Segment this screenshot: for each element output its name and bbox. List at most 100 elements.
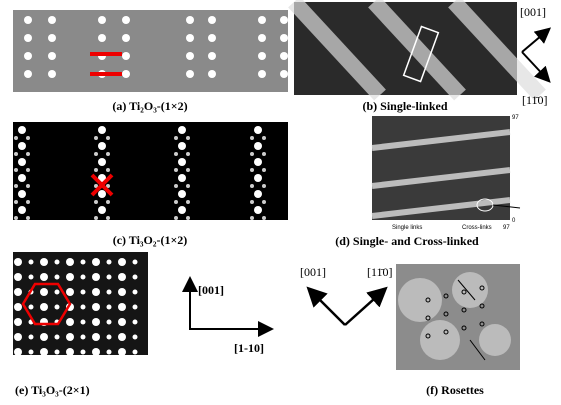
atom [133, 350, 138, 355]
atom [122, 70, 130, 78]
atom [66, 288, 74, 296]
annotation: Cross-links [462, 225, 492, 231]
atom [280, 70, 288, 78]
atom [29, 350, 34, 355]
atom [118, 288, 126, 296]
atom [18, 206, 26, 214]
image-c [13, 122, 288, 220]
atom [92, 258, 100, 266]
atom [107, 350, 112, 355]
atom [94, 216, 98, 220]
atom [262, 152, 266, 156]
atom [40, 288, 48, 296]
atom [81, 305, 86, 310]
direction-label: [11̄0] [367, 265, 393, 279]
atom [92, 348, 100, 356]
atom [118, 273, 126, 281]
atom [98, 142, 106, 150]
atom [133, 320, 138, 325]
atom [26, 168, 30, 172]
atom [178, 142, 186, 150]
atom [18, 174, 26, 182]
atom [186, 34, 194, 42]
atom [107, 305, 112, 310]
arrow [345, 290, 384, 325]
atom [40, 258, 48, 266]
atom [107, 260, 112, 265]
atom [250, 184, 254, 188]
arrow [310, 290, 345, 325]
atom [118, 333, 126, 341]
direction-label: [1-10] [234, 341, 264, 355]
atom [133, 275, 138, 280]
atom [254, 190, 262, 198]
atom [81, 290, 86, 295]
atom [14, 184, 18, 188]
atom [24, 34, 32, 42]
atom [420, 320, 460, 360]
atom [174, 184, 178, 188]
atom [174, 168, 178, 172]
atom [122, 16, 130, 24]
atom [258, 70, 266, 78]
atom [178, 206, 186, 214]
atom [250, 216, 254, 220]
atom [92, 303, 100, 311]
atom [250, 200, 254, 204]
annotation: Single links [392, 225, 422, 231]
arrow [522, 30, 548, 52]
atom [55, 260, 60, 265]
atom [107, 320, 112, 325]
atom [208, 34, 216, 42]
atom [186, 168, 190, 172]
atom [26, 216, 30, 220]
atom [254, 206, 262, 214]
atom [208, 70, 216, 78]
atom [92, 273, 100, 281]
atom [98, 34, 106, 42]
atom [81, 350, 86, 355]
atom [174, 216, 178, 220]
atom [186, 136, 190, 140]
atom [81, 320, 86, 325]
atom [14, 348, 22, 356]
atom [24, 16, 32, 24]
atom [29, 305, 34, 310]
atom [133, 335, 138, 340]
atom [18, 158, 26, 166]
atom [254, 174, 262, 182]
atom [479, 324, 511, 356]
atom [24, 70, 32, 78]
atom [280, 52, 288, 60]
atom [254, 142, 262, 150]
atom [66, 258, 74, 266]
atom [98, 16, 106, 24]
direction-label: [001] [300, 265, 326, 279]
atom [280, 16, 288, 24]
atom [107, 335, 112, 340]
atom [48, 16, 56, 24]
atom [106, 216, 110, 220]
atom [178, 190, 186, 198]
atom [98, 158, 106, 166]
atom [14, 168, 18, 172]
annotation: 97 [512, 115, 519, 121]
atom [40, 333, 48, 341]
image-e [13, 252, 148, 355]
atom [14, 216, 18, 220]
atom [29, 260, 34, 265]
atom [250, 152, 254, 156]
atom [186, 152, 190, 156]
atom [26, 136, 30, 140]
atom [186, 200, 190, 204]
atom [398, 278, 442, 322]
atom [14, 288, 22, 296]
atom [66, 318, 74, 326]
atom [208, 16, 216, 24]
atom [18, 142, 26, 150]
atom [254, 126, 262, 134]
atom [48, 52, 56, 60]
caption: (e) Ti₃O₃-(2×1) [15, 383, 90, 397]
atom [98, 206, 106, 214]
atom [118, 348, 126, 356]
